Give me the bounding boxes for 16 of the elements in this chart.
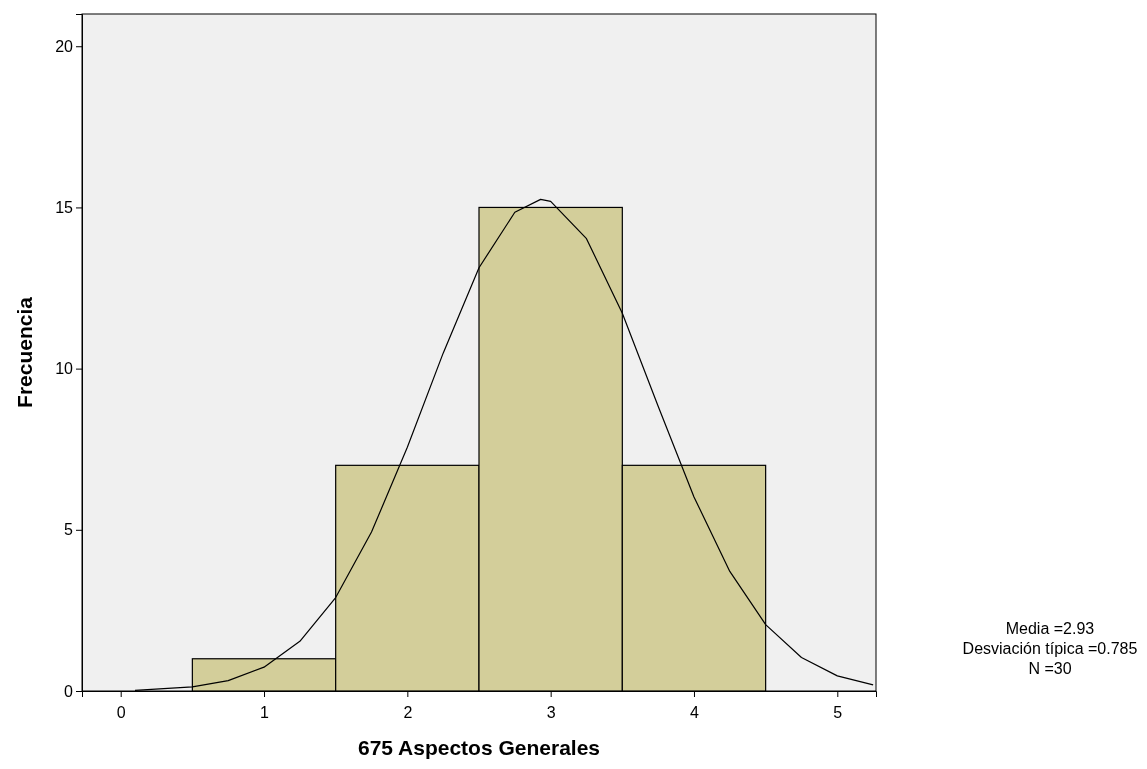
y-tick-label: 20: [55, 37, 74, 55]
x-tick-label: 0: [116, 703, 126, 721]
y-tick-label: 5: [64, 521, 74, 539]
x-tick-label: 2: [403, 703, 413, 721]
text: N =30: [1028, 660, 1072, 677]
x-axis-title: 675 Aspectos Generales: [357, 736, 601, 759]
x-tick-label: 1: [260, 703, 270, 721]
x-tick-label: 3: [546, 703, 556, 721]
y-tick-label: 10: [55, 360, 74, 378]
x-tick-label: 4: [690, 703, 700, 721]
text: Desviación típica =0.785: [962, 640, 1138, 657]
y-tick-label: 15: [55, 199, 74, 217]
text: Media =2.93: [1005, 620, 1095, 637]
x-tick-label: 5: [833, 703, 843, 721]
y-axis-title: Frecuencia: [13, 296, 36, 408]
y-tick-label: 0: [64, 682, 74, 700]
